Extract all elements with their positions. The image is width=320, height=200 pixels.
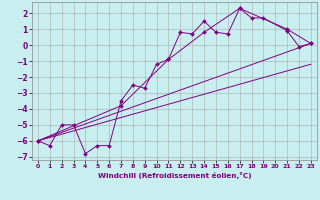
X-axis label: Windchill (Refroidissement éolien,°C): Windchill (Refroidissement éolien,°C) (98, 172, 251, 179)
